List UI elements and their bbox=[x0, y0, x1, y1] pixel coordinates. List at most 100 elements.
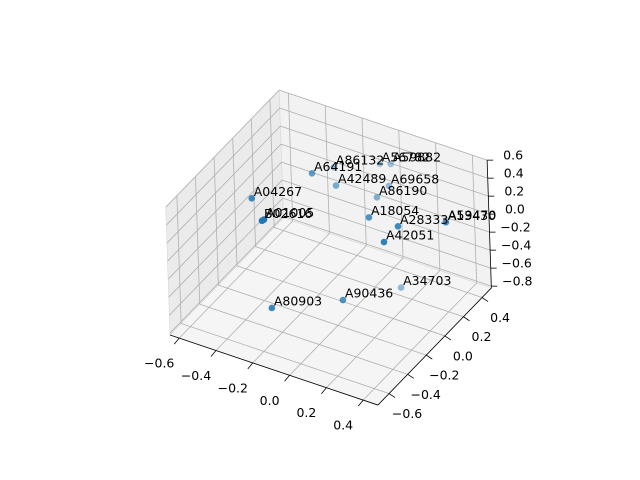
tick-mark bbox=[426, 354, 433, 360]
grid-line bbox=[195, 176, 201, 305]
grid-line bbox=[232, 138, 238, 266]
tick-mark bbox=[173, 337, 180, 345]
y-tick-label: 0.4 bbox=[490, 310, 510, 325]
grid-line bbox=[362, 282, 477, 401]
grid-line bbox=[169, 215, 284, 334]
tick-mark bbox=[444, 335, 452, 341]
grid-line bbox=[280, 125, 489, 197]
grid-line bbox=[269, 99, 275, 228]
point bbox=[442, 219, 450, 226]
point-label: A59882 bbox=[393, 150, 441, 165]
point bbox=[330, 163, 338, 171]
z-tick-label: 0.2 bbox=[504, 184, 524, 199]
point-label: A04267 bbox=[254, 184, 302, 199]
grid-line bbox=[178, 220, 293, 339]
z-tick-label: 0.0 bbox=[505, 202, 525, 217]
point-label: A01005 bbox=[266, 205, 314, 220]
point bbox=[268, 304, 276, 312]
grid-line bbox=[166, 107, 281, 226]
point bbox=[376, 160, 384, 168]
tick-mark bbox=[407, 374, 414, 379]
grid-line bbox=[165, 89, 280, 208]
y-tick-label: 0.0 bbox=[453, 348, 473, 363]
y-tick-label: −0.6 bbox=[392, 406, 422, 421]
tick-mark bbox=[210, 350, 217, 357]
tick-mark bbox=[357, 399, 364, 407]
grid-line bbox=[324, 105, 330, 234]
x-tick-label: 0.0 bbox=[260, 393, 280, 408]
point bbox=[394, 223, 402, 230]
grid-line bbox=[282, 197, 491, 269]
point-label: A56782 bbox=[382, 149, 430, 164]
tick-mark bbox=[284, 375, 290, 382]
point-label: A86132 bbox=[336, 153, 384, 168]
grid-line bbox=[166, 125, 281, 244]
grid-line bbox=[168, 179, 283, 298]
x-tick-label: 0.4 bbox=[333, 418, 353, 433]
point-label: A80903 bbox=[274, 293, 322, 308]
y-tick-label: 0.2 bbox=[472, 329, 492, 344]
point-label: A59470 bbox=[448, 208, 496, 223]
grid-line bbox=[218, 284, 427, 356]
grid-line bbox=[279, 107, 488, 179]
tick-mark bbox=[388, 393, 396, 398]
x-tick-label: 0.2 bbox=[296, 405, 316, 420]
grid-line bbox=[280, 143, 490, 215]
point-label: A13430 bbox=[448, 208, 496, 223]
point-label: A42489 bbox=[338, 171, 386, 186]
point bbox=[373, 194, 381, 201]
z-tick-label: −0.8 bbox=[502, 274, 532, 289]
grid-line bbox=[283, 215, 492, 287]
grid-line bbox=[255, 246, 464, 318]
point bbox=[365, 214, 373, 221]
z-axis-line bbox=[486, 160, 492, 288]
x-tick-label: −0.4 bbox=[181, 368, 211, 383]
grid-line bbox=[472, 155, 478, 283]
point-label: A64191 bbox=[314, 159, 362, 174]
tick-mark bbox=[321, 387, 327, 394]
grid-line bbox=[326, 270, 441, 388]
point-label: A90436 bbox=[345, 286, 393, 301]
grid-line bbox=[288, 93, 294, 221]
point-label: A28333 bbox=[400, 212, 448, 227]
point-label: A42051 bbox=[386, 228, 434, 243]
point bbox=[308, 169, 316, 177]
y-tick-label: −0.4 bbox=[411, 387, 441, 402]
point bbox=[397, 284, 405, 291]
z-tick-label: 0.6 bbox=[503, 148, 523, 163]
point bbox=[385, 182, 393, 190]
point bbox=[387, 160, 395, 168]
point-label: A86190 bbox=[379, 183, 427, 198]
tick-mark bbox=[463, 316, 470, 322]
point bbox=[332, 182, 340, 189]
point-label: A18054 bbox=[371, 203, 419, 218]
grid-line bbox=[281, 161, 490, 233]
grid-line bbox=[274, 227, 483, 298]
x-axis-line bbox=[169, 334, 379, 406]
grid-line bbox=[215, 233, 330, 351]
grid-line bbox=[213, 157, 219, 286]
point bbox=[339, 296, 347, 304]
z-tick-label: −0.4 bbox=[501, 238, 531, 253]
grid-line bbox=[435, 142, 441, 271]
grid-line bbox=[199, 303, 408, 375]
grid-line bbox=[289, 257, 404, 376]
grid-line bbox=[282, 179, 491, 251]
z-tick-label: 0.4 bbox=[504, 166, 524, 181]
point-label: B02616 bbox=[264, 206, 312, 221]
grid-line bbox=[250, 118, 256, 247]
x-tick-label: −0.6 bbox=[144, 356, 174, 371]
grid-line bbox=[398, 130, 404, 259]
point bbox=[380, 238, 388, 246]
point-label: A69658 bbox=[391, 171, 439, 186]
grid-line bbox=[252, 245, 367, 364]
grid-line bbox=[361, 117, 367, 246]
point-label: A34703 bbox=[403, 273, 451, 288]
z-tick-label: −0.2 bbox=[500, 220, 530, 235]
grid-line bbox=[176, 195, 182, 324]
x-tick-label: −0.2 bbox=[218, 380, 248, 395]
z-tick-label: −0.6 bbox=[502, 256, 532, 271]
y-axis-line bbox=[377, 287, 492, 406]
grid-line bbox=[167, 143, 282, 262]
